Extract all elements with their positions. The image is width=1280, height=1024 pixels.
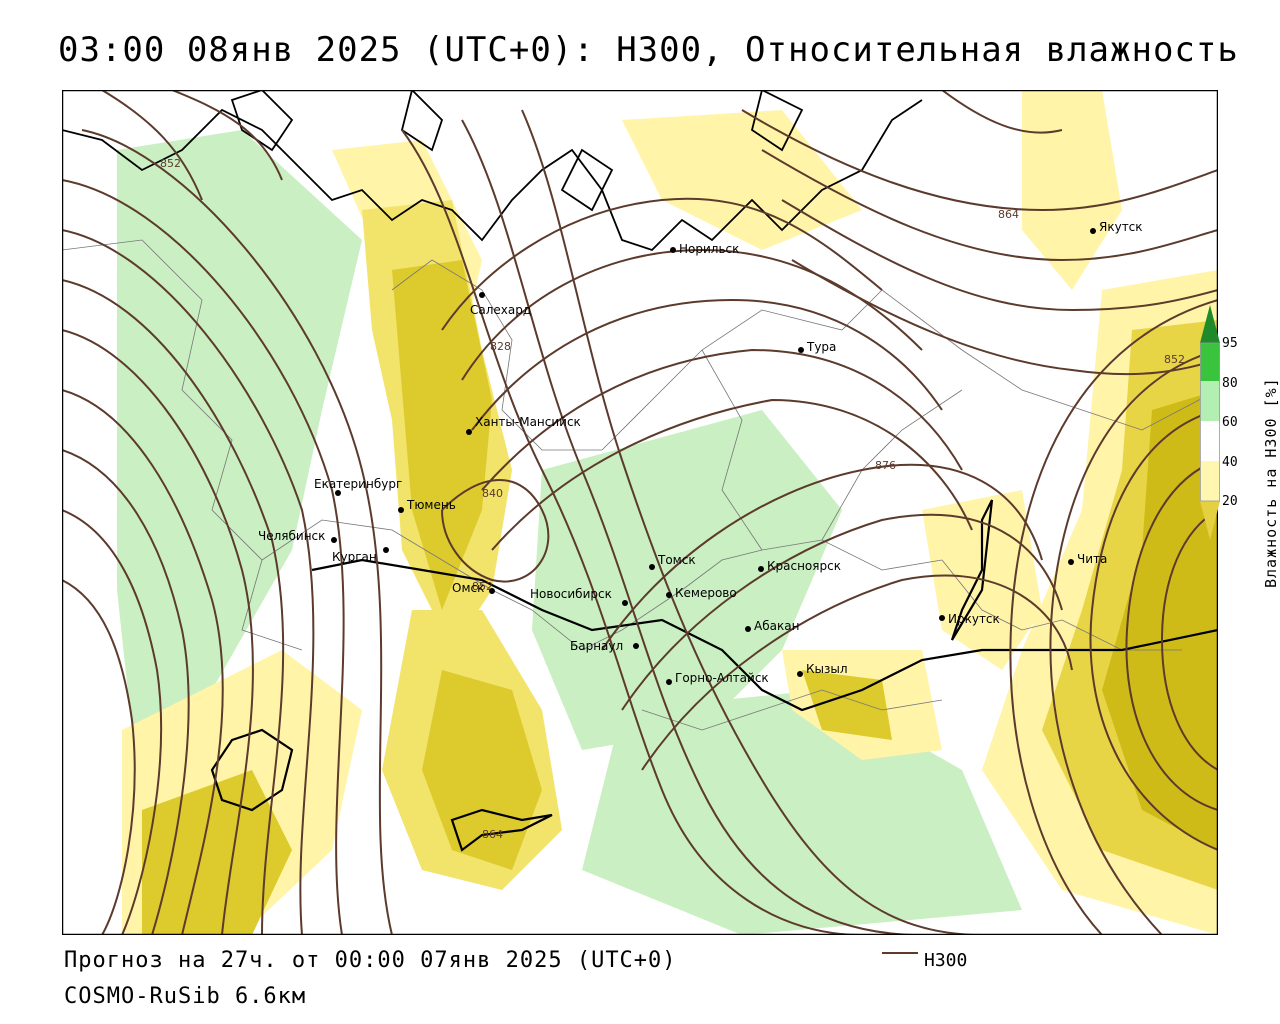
isoline-label: 852 <box>472 580 493 593</box>
city-label: Норильск <box>679 242 739 256</box>
city-label: Горно-Алтайск <box>675 671 769 685</box>
city-markers: Норильск Якутск Салехард Тура Ханты-Манс… <box>258 220 1143 685</box>
city-tomsk: Томск <box>649 553 696 570</box>
humidity-colorbar <box>1200 305 1220 540</box>
colorbar-band-20-40 <box>1200 461 1220 501</box>
city-label: Иркутск <box>948 612 1000 626</box>
city-label: Чита <box>1077 552 1107 566</box>
colorbar-tick: 20 <box>1222 494 1238 509</box>
city-label: Тура <box>806 340 836 354</box>
city-label: Томск <box>657 553 696 567</box>
city-label: Омск <box>452 581 484 595</box>
colorbar-band-80-95 <box>1200 343 1220 381</box>
city-label: Кызыл <box>806 662 848 676</box>
city-yakutsk: Якутск <box>1090 220 1143 234</box>
region-borders <box>62 239 1218 731</box>
isoline-label: 852 <box>1164 353 1185 366</box>
coastline <box>62 90 923 252</box>
city-khanty-mansiysk: Ханты-Мансийск <box>466 415 581 435</box>
city-salekhard: Салехард <box>470 292 531 317</box>
colorbar-band-60-80 <box>1200 381 1220 421</box>
city-kurgan: Курган <box>332 547 389 564</box>
city-label: Красноярск <box>767 559 841 573</box>
h300-isolines <box>62 90 1218 935</box>
city-gorno-altaysk: Горно-Алтайск <box>666 671 769 685</box>
city-label: Новосибирск <box>530 587 612 601</box>
h300-legend-line <box>882 952 918 954</box>
isoline-label: 876 <box>875 459 896 472</box>
colorbar-tick: 60 <box>1222 415 1238 430</box>
city-krasnoyarsk: Красноярск <box>758 559 841 573</box>
isoline-label: 864 <box>998 208 1019 221</box>
weather-map: 852 828 840 852 864 864 852 876 Норильск… <box>62 90 1218 935</box>
city-barnaul: Барнаул <box>570 639 639 653</box>
isoline-label: 864 <box>482 828 503 841</box>
city-kemerovo: Кемерово <box>666 586 737 600</box>
city-label: Тюмень <box>406 498 456 512</box>
city-label: Екатеринбург <box>314 477 402 491</box>
colorbar-tick: 80 <box>1222 376 1238 391</box>
colorbar-tick: 95 <box>1222 336 1238 351</box>
country-borders <box>210 499 1218 852</box>
h300-legend-label: H300 <box>924 950 968 971</box>
city-label: Курган <box>332 550 377 564</box>
isoline-label: 852 <box>160 157 181 170</box>
isoline-label: 828 <box>490 340 511 353</box>
colorbar-tick: 40 <box>1222 455 1238 470</box>
city-label: Кемерово <box>675 586 737 600</box>
colorbar-band-40-60 <box>1200 421 1220 461</box>
city-label: Якутск <box>1099 220 1143 234</box>
city-chelyabinsk: Челябинск <box>258 529 337 543</box>
model-name: COSMO-RuSib 6.6км <box>64 984 307 1009</box>
city-novosibirsk: Новосибирск <box>530 587 628 606</box>
forecast-info: Прогноз на 27ч. от 00:00 07янв 2025 (UTC… <box>64 948 677 973</box>
city-kyzyl: Кызыл <box>797 662 848 677</box>
city-norilsk: Норильск <box>670 242 739 256</box>
city-irkutsk: Иркутск <box>939 612 1000 626</box>
isoline-label: 840 <box>482 487 503 500</box>
city-label: Ханты-Мансийск <box>475 415 581 429</box>
city-abakan: Абакан <box>745 619 799 633</box>
city-label: Барнаул <box>570 639 623 653</box>
map-title: 03:00 08янв 2025 (UTC+0): H300, Относите… <box>58 30 1239 70</box>
city-label: Салехард <box>470 303 531 317</box>
colorbar-top-triangle <box>1200 305 1220 343</box>
city-tyumen: Тюмень <box>398 498 456 513</box>
city-yekaterinburg: Екатеринбург <box>314 477 402 496</box>
city-label: Челябинск <box>258 529 325 543</box>
colorbar-bottom-triangle <box>1200 501 1220 540</box>
city-omsk: Омск <box>452 581 495 595</box>
city-chita: Чита <box>1068 552 1107 566</box>
isoline-labels: 852 828 840 852 864 864 852 876 <box>160 157 1185 841</box>
colorbar-title: Влажность на H300 [%] <box>1262 377 1280 588</box>
city-label: Абакан <box>754 619 799 633</box>
city-tura: Тура <box>798 340 836 354</box>
